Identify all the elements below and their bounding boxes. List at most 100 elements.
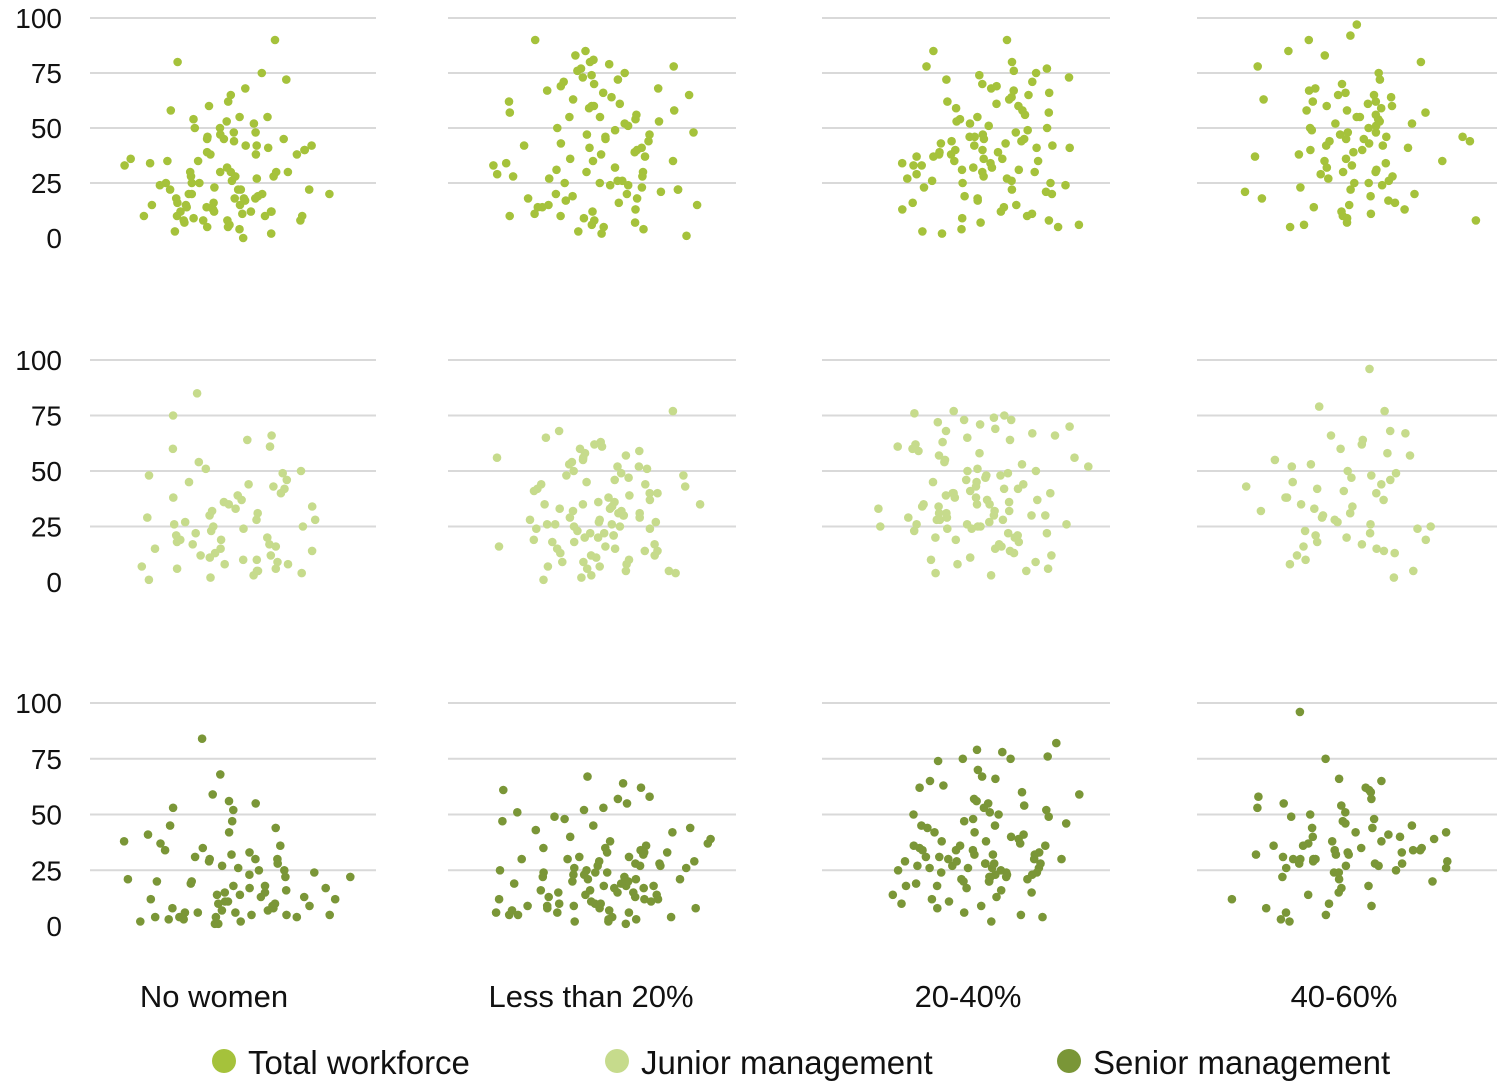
data-point xyxy=(541,433,551,443)
data-point xyxy=(155,180,165,190)
data-point xyxy=(944,854,953,864)
data-point xyxy=(489,161,498,170)
data-point xyxy=(605,180,615,190)
data-point xyxy=(669,106,679,115)
data-point xyxy=(976,218,985,227)
data-point xyxy=(644,136,653,146)
data-point xyxy=(613,462,622,471)
data-point xyxy=(223,222,233,232)
data-point xyxy=(1064,73,1074,82)
data-point xyxy=(650,540,659,549)
data-point xyxy=(1344,850,1353,859)
data-point xyxy=(968,814,978,824)
data-point xyxy=(1345,508,1355,518)
data-point xyxy=(536,886,546,895)
data-point xyxy=(192,389,202,398)
data-point xyxy=(1017,460,1027,469)
data-point xyxy=(1257,194,1267,203)
data-point xyxy=(1306,145,1315,155)
data-point xyxy=(1042,123,1052,133)
data-point xyxy=(1029,854,1039,864)
data-point xyxy=(595,178,605,188)
data-point xyxy=(998,515,1008,525)
data-point xyxy=(987,863,997,873)
data-point xyxy=(202,147,212,157)
data-point xyxy=(204,101,214,111)
data-point xyxy=(1390,198,1400,208)
data-point xyxy=(1020,110,1030,120)
data-point xyxy=(637,143,646,153)
data-point xyxy=(196,551,205,560)
data-point xyxy=(951,535,961,545)
data-point xyxy=(616,879,626,888)
data-point xyxy=(598,88,608,98)
data-point xyxy=(999,484,1009,494)
data-point xyxy=(963,433,972,443)
legend-label: Total workforce xyxy=(248,1044,470,1081)
data-point xyxy=(601,132,610,142)
data-point xyxy=(239,524,248,533)
data-point xyxy=(1013,531,1022,540)
data-point xyxy=(915,783,924,792)
legend-label: Senior management xyxy=(1093,1044,1390,1081)
data-point xyxy=(189,213,198,223)
data-point xyxy=(631,205,640,214)
data-point xyxy=(1015,839,1025,848)
data-point xyxy=(664,566,674,576)
data-point xyxy=(1421,535,1431,545)
data-point xyxy=(1030,167,1039,177)
data-point xyxy=(166,106,176,115)
data-point xyxy=(599,881,609,891)
data-point xyxy=(550,520,560,529)
data-point xyxy=(623,180,633,190)
data-point xyxy=(605,837,615,846)
data-point xyxy=(976,901,986,911)
data-point xyxy=(1364,139,1374,148)
data-point xyxy=(1312,537,1322,547)
data-point xyxy=(637,183,647,192)
data-point xyxy=(1048,141,1057,150)
data-point xyxy=(198,843,208,853)
data-point xyxy=(581,890,590,900)
data-point xyxy=(1307,823,1317,833)
data-point xyxy=(544,892,553,902)
data-point xyxy=(1031,68,1041,78)
data-point xyxy=(645,495,655,505)
data-point xyxy=(208,205,218,214)
data-point xyxy=(238,233,248,243)
data-point xyxy=(219,497,229,507)
data-point xyxy=(1285,222,1295,232)
data-point xyxy=(229,881,238,891)
data-point xyxy=(962,520,972,529)
data-point xyxy=(216,535,226,545)
data-point xyxy=(1369,90,1379,100)
data-point xyxy=(981,837,991,846)
data-point xyxy=(1409,566,1418,576)
data-point xyxy=(923,823,932,833)
data-point xyxy=(1281,493,1290,502)
data-point xyxy=(223,216,232,225)
data-point xyxy=(543,562,553,571)
data-point xyxy=(591,868,600,877)
data-point xyxy=(926,555,936,565)
data-point xyxy=(189,114,198,124)
data-point xyxy=(668,156,678,166)
data-point xyxy=(936,139,946,148)
data-point xyxy=(588,207,597,216)
data-point xyxy=(263,112,272,122)
data-point xyxy=(565,154,575,164)
legend-item: Junior management xyxy=(605,1044,933,1081)
data-point xyxy=(150,544,160,553)
data-point xyxy=(965,553,975,562)
data-point xyxy=(1241,482,1251,491)
data-point xyxy=(1299,542,1308,551)
data-point xyxy=(180,517,190,527)
data-point xyxy=(960,191,969,201)
data-point xyxy=(976,522,985,531)
data-point xyxy=(630,147,639,157)
data-point xyxy=(233,863,243,873)
y-tick-label: 25 xyxy=(31,855,62,886)
data-point xyxy=(1016,910,1026,920)
data-point xyxy=(595,112,605,122)
